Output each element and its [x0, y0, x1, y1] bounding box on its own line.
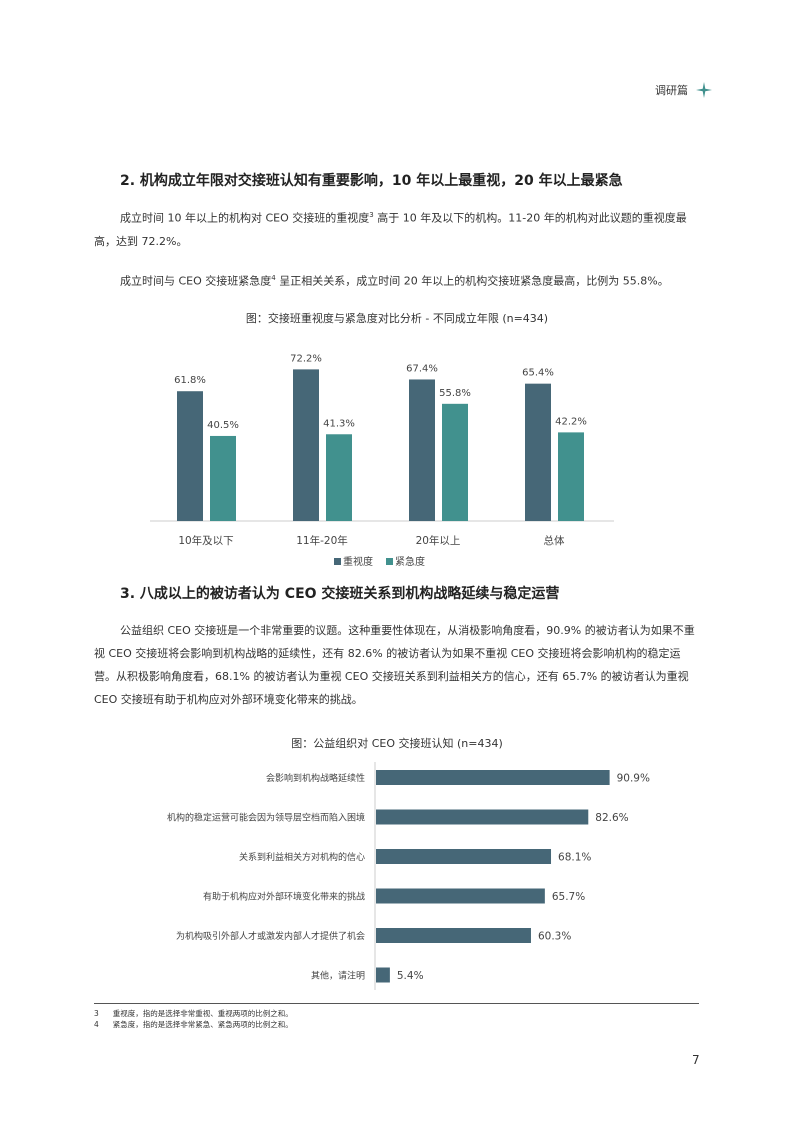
x-tick-label: 20年以上 [416, 534, 461, 547]
y-category-label: 有助于机构应对外部环境变化带来的挑战 [203, 891, 365, 903]
x-tick-label: 10年及以下 [178, 534, 233, 547]
sparkle-star-icon [696, 82, 712, 98]
footnote-3: 3 重视度，指的是选择非常重视、重视两项的比例之和。 [94, 1008, 699, 1019]
bar-importance [177, 391, 203, 521]
para1-text-b: 高于 10 年及以下的机构。11-20 年的机构对此议题的重视度最高，达到 72… [94, 211, 687, 248]
legend-label: 紧急度 [395, 555, 425, 568]
section3-title: 3. 八成以上的被访者认为 CEO 交接班关系到机构战略延续与稳定运营 [120, 586, 560, 602]
bar-urgency [326, 434, 352, 521]
x-tick-label: 总体 [544, 534, 565, 547]
data-label: 67.4% [406, 363, 438, 374]
bar-urgency [210, 435, 236, 521]
footnote-number: 3 [94, 1009, 99, 1018]
data-label: 42.2% [555, 416, 587, 427]
section-label: 调研篇 [655, 84, 688, 97]
bar-importance [409, 379, 435, 521]
vertical-bar-chart: 61.8% 40.5% 10年及以下 72.2% 41.3% 11年-20年 67.4% 55… [150, 353, 614, 568]
y-category-label: 机构的稳定运营可能会因为领导层空档而陷入困境 [167, 812, 365, 824]
footnote-number: 4 [94, 1020, 99, 1029]
data-label: 5.4% [397, 970, 424, 982]
legend-label: 重视度 [343, 555, 373, 568]
page-number: 7 [692, 1053, 700, 1067]
bar [376, 849, 552, 864]
footnote-text: 重视度，指的是选择非常重视、重视两项的比例之和。 [112, 1009, 293, 1018]
y-category-label: 为机构吸引外部人才或激发内部人才提供了机会 [176, 930, 365, 942]
section2-title: 2. 机构成立年限对交接班认知有重要影响，10 年以上最重视，20 年以上最紧急 [120, 173, 623, 189]
footnote-4: 4 紧急度，指的是选择非常紧急、紧急两项的比例之和。 [94, 1019, 699, 1030]
legend-swatch [386, 558, 393, 565]
bar [376, 809, 589, 825]
para2-text-b: 呈正相关关系，成立时间 20 年以上的机构交接班紧急度最高，比例为 55.8%。 [275, 274, 669, 288]
section-header: 调研篇 [655, 82, 712, 98]
figure2-title: 图：公益组织对 CEO 交接班认知 (n=434) [291, 737, 503, 750]
section3-paragraph: 公益组织 CEO 交接班是一个非常重要的议题。这种重要性体现在，从消极影响角度看… [94, 624, 695, 706]
bar-urgency [558, 432, 584, 521]
bar-importance [293, 369, 319, 521]
footnote-text: 紧急度，指的是选择非常紧急、紧急两项的比例之和。 [112, 1020, 293, 1029]
bar-urgency [442, 403, 468, 521]
para1-text-a: 成立时间 10 年以上的机构对 CEO 交接班的重视度 [120, 211, 370, 225]
para2-text-a: 成立时间与 CEO 交接班紧急度 [120, 274, 272, 288]
data-label: 60.3% [538, 931, 571, 943]
legend-swatch [334, 558, 341, 565]
y-category-label: 会影响到机构战略延续性 [266, 772, 365, 784]
data-label: 68.1% [558, 852, 591, 864]
data-label: 55.8% [439, 388, 471, 399]
footnote-ref-3: 3 [369, 211, 374, 219]
footnote-ref-4: 4 [271, 274, 276, 282]
data-label: 65.4% [522, 368, 554, 379]
bar [376, 770, 610, 785]
y-category-label: 关系到利益相关方对机构的信心 [239, 851, 365, 863]
data-label: 82.6% [595, 812, 628, 824]
data-label: 61.8% [174, 375, 206, 386]
section2-paragraph-2: 成立时间与 CEO 交接班紧急度4 呈正相关关系，成立时间 20 年以上的机构交… [94, 267, 700, 293]
data-label: 40.5% [207, 420, 239, 431]
section2-paragraph-1: 成立时间 10 年以上的机构对 CEO 交接班的重视度3 高于 10 年及以下的… [94, 204, 700, 253]
horizontal-bar-chart: 90.9% 会影响到机构战略延续性 82.6% 机构的稳定运营可能会因为领导层空档而陷… [167, 762, 650, 990]
data-label: 65.7% [552, 891, 585, 903]
data-label: 90.9% [617, 773, 650, 785]
data-label: 72.2% [290, 353, 322, 364]
bar [376, 967, 390, 983]
bar [376, 928, 531, 943]
bar [376, 888, 545, 904]
footnotes: 3 重视度，指的是选择非常重视、重视两项的比例之和。 4 紧急度，指的是选择非常… [94, 1003, 699, 1030]
bar-importance [525, 383, 551, 521]
x-tick-label: 11年-20年 [296, 534, 348, 547]
figure1-title: 图：交接班重视度与紧急度对比分析 - 不同成立年限 (n=434) [245, 312, 549, 325]
data-label: 41.3% [323, 418, 355, 429]
y-category-label: 其他，请注明 [311, 970, 365, 982]
